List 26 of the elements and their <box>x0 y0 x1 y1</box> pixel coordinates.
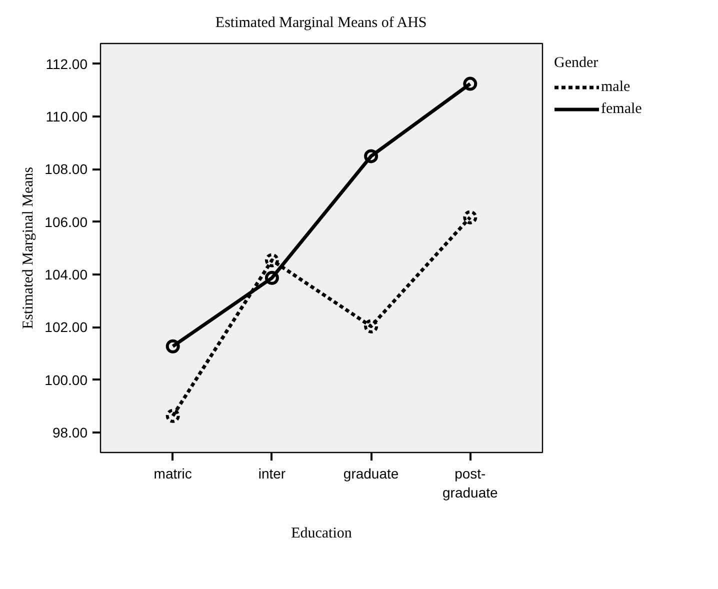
y-axis-title: Estimated Marginal Means <box>20 166 37 330</box>
x-tick-label: inter <box>258 466 286 482</box>
x-axis-title: Education <box>291 526 352 542</box>
y-tick-label: 110.00 <box>46 108 88 124</box>
y-tick-label: 108.00 <box>44 161 88 178</box>
point <box>264 253 279 268</box>
point <box>463 76 478 91</box>
y-tick-label: 104.00 <box>44 266 88 282</box>
point <box>166 339 180 354</box>
y-tick-label: 98.00 <box>52 424 88 440</box>
legend-title: Gender <box>554 55 600 72</box>
x-tick-label: matric <box>154 466 192 482</box>
point <box>364 319 378 334</box>
y-tick-label: 100.00 <box>44 372 88 388</box>
chart-title: Estimated Marginal Means of AHS <box>215 15 427 31</box>
legend-label: male <box>601 78 630 96</box>
point <box>364 149 378 164</box>
point <box>264 270 279 285</box>
x-tick-label: post-graduate <box>442 466 498 501</box>
legend-label: female <box>601 100 642 118</box>
point <box>166 408 180 423</box>
y-tick-label: 112.00 <box>46 56 88 72</box>
x-tick-label: graduate <box>343 466 399 482</box>
y-tick-label: 102.00 <box>44 319 88 336</box>
y-tick-label: 106.00 <box>44 214 88 230</box>
point <box>463 210 478 224</box>
